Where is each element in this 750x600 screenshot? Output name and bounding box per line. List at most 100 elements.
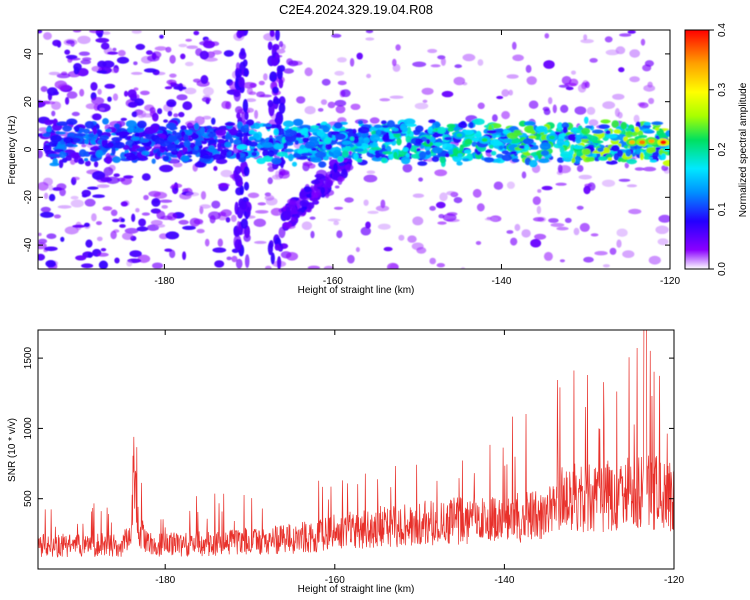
heatmap-cell xyxy=(63,38,78,46)
heatmap-cell xyxy=(141,150,150,156)
heatmap-cell xyxy=(97,252,109,257)
heatmap-cell xyxy=(379,98,391,102)
heatmap-cell xyxy=(463,149,472,154)
heatmap-cell xyxy=(182,225,196,230)
bottom-x-axis: -180 -160 -140 -120 xyxy=(155,330,684,586)
heatmap-cell xyxy=(348,128,354,134)
heatmap-cell xyxy=(92,170,106,180)
heatmap-cell xyxy=(535,125,548,133)
heatmap-cell xyxy=(366,170,376,174)
heatmap-cell xyxy=(157,108,163,115)
heatmap-cell xyxy=(626,158,637,165)
heatmap-cell xyxy=(300,144,305,150)
heatmap-cell xyxy=(491,150,497,156)
heatmap-cell xyxy=(649,159,657,163)
heatmap-cell xyxy=(381,157,386,163)
heatmap-cell xyxy=(243,233,251,242)
heatmap-cell xyxy=(501,150,509,155)
heatmap-cell xyxy=(97,88,102,95)
heatmap-cell xyxy=(48,184,54,191)
heatmap-cell xyxy=(256,91,266,98)
heatmap-cell xyxy=(626,130,633,136)
heatmap-cell xyxy=(217,139,225,144)
heatmap-cell xyxy=(406,123,417,127)
heatmap-cell xyxy=(269,30,275,38)
heatmap-cell xyxy=(136,226,149,232)
heatmap-cell xyxy=(64,49,71,55)
heatmap-cell xyxy=(614,108,620,117)
heatmap-cell xyxy=(123,152,136,158)
heatmap-cell xyxy=(81,263,94,269)
heatmap-cell xyxy=(262,123,272,127)
heatmap-cell xyxy=(246,206,251,218)
heatmap-cell xyxy=(344,197,354,203)
colorbar-tick-label: 0.3 xyxy=(717,82,728,96)
heatmap-cell xyxy=(276,151,289,157)
heatmap-cell xyxy=(525,64,532,73)
heatmap-cell xyxy=(556,138,565,147)
heatmap-cell xyxy=(610,145,620,152)
heatmap-cell xyxy=(576,150,584,157)
heatmap-cell xyxy=(59,188,66,197)
heatmap-cell xyxy=(314,151,327,158)
heatmap-cell xyxy=(63,136,74,144)
heatmap-cell xyxy=(406,142,412,150)
heatmap-cell xyxy=(194,145,199,151)
heatmap-cell xyxy=(430,64,441,68)
heatmap-cell xyxy=(442,143,453,151)
heatmap-cell xyxy=(194,161,205,168)
heatmap-cell xyxy=(71,111,80,117)
heatmap-cell xyxy=(436,201,446,209)
heatmap-cell xyxy=(66,118,78,126)
heatmap-cell xyxy=(43,32,52,40)
heatmap-cell xyxy=(392,124,401,128)
heatmap-cell xyxy=(225,133,232,141)
heatmap-cell xyxy=(70,199,84,208)
heatmap-cell xyxy=(606,160,618,165)
heatmap-cell xyxy=(40,206,51,213)
heatmap-cell xyxy=(502,138,513,144)
heatmap-cell xyxy=(159,164,174,173)
heatmap-cell xyxy=(202,86,214,96)
heatmap-cell xyxy=(117,131,130,137)
heatmap-cell xyxy=(107,142,114,148)
heatmap-cell xyxy=(324,179,334,188)
heatmap-cell xyxy=(233,228,241,237)
heatmap-cell xyxy=(508,89,513,96)
heatmap-cell xyxy=(242,99,249,113)
heatmap-cell xyxy=(340,169,348,179)
heatmap-cell xyxy=(332,149,342,156)
heatmap-cell xyxy=(82,57,92,61)
heatmap-cell xyxy=(164,86,173,90)
heatmap-cell xyxy=(275,30,280,41)
heatmap-cell xyxy=(104,83,116,89)
heatmap-cell xyxy=(244,254,250,268)
heatmap-cell xyxy=(151,198,161,207)
heatmap-cell xyxy=(586,135,599,142)
heatmap-cell xyxy=(291,206,298,215)
heatmap-cell xyxy=(272,86,279,94)
heatmap-cell xyxy=(185,192,200,197)
heatmap-cell xyxy=(518,120,527,127)
heatmap-cell xyxy=(120,201,128,207)
heatmap-cell xyxy=(88,134,95,138)
heatmap-cell xyxy=(96,70,108,74)
heatmap-cell xyxy=(462,158,470,162)
heatmap-cell xyxy=(574,156,581,164)
heatmap-cell xyxy=(489,139,501,146)
heatmap-cell xyxy=(257,202,267,206)
heatmap-cell xyxy=(376,129,382,137)
heatmap-cell xyxy=(349,58,355,67)
heatmap-cell xyxy=(251,151,258,157)
heatmap-cell xyxy=(96,184,110,189)
heatmap-cell xyxy=(138,218,147,227)
heatmap-cell xyxy=(208,145,216,153)
heatmap-cell xyxy=(162,155,170,162)
heatmap-cell xyxy=(620,121,628,130)
heatmap-cell xyxy=(541,185,553,191)
heatmap-cell xyxy=(415,148,421,152)
heatmap-cell xyxy=(642,166,657,172)
heatmap-cell xyxy=(634,126,640,133)
heatmap-cell xyxy=(53,214,62,219)
